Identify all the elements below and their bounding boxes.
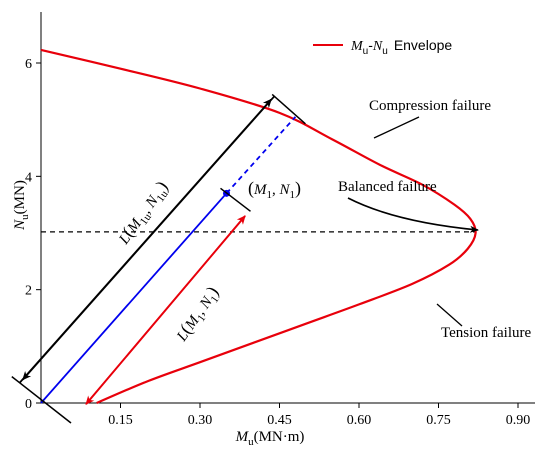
axes xyxy=(40,12,535,404)
x-tick-label: 0.15 xyxy=(108,413,133,428)
bottom-end-tick xyxy=(11,376,72,424)
balanced-arrow xyxy=(347,197,479,233)
y-tick-label: 4 xyxy=(25,170,32,185)
y-tick-label: 6 xyxy=(25,57,32,72)
point-label: (M1, N1) xyxy=(248,178,301,201)
tension-leader xyxy=(436,303,463,327)
compression-failure-label: Compression failure xyxy=(369,98,491,114)
x-tick-label: 0.30 xyxy=(188,413,213,428)
x-tick-label: 0.60 xyxy=(347,413,372,428)
x-tick-label: 0.90 xyxy=(506,413,531,428)
x-tick-label: 0.45 xyxy=(267,413,292,428)
point-end-tick xyxy=(220,187,251,212)
top-end-tick xyxy=(271,93,306,125)
radial-extension xyxy=(225,116,297,194)
balanced-failure-label: Balanced failure xyxy=(338,179,437,195)
y-tick-label: 2 xyxy=(25,284,32,299)
y-axis-title: Nu(MN) xyxy=(12,180,31,231)
x-ticks: 0.15 0.30 0.45 0.60 0.75 0.90 xyxy=(108,403,530,428)
legend-label: Mu-Nu Envelope xyxy=(350,37,452,57)
compression-leader xyxy=(373,116,420,139)
y-tick-label: 0 xyxy=(25,397,32,412)
red-arrow-up xyxy=(85,215,246,405)
red-arrow-label: L(M1, N1) xyxy=(170,283,225,347)
radial-line xyxy=(40,192,228,404)
tension-failure-label: Tension failure xyxy=(441,325,532,341)
legend: Mu-Nu Envelope xyxy=(313,37,452,57)
black-arrow-up xyxy=(19,98,272,384)
x-tick-label: 0.75 xyxy=(426,413,451,428)
x-axis-title: Mu(MN·m) xyxy=(235,429,305,448)
black-arrow-label: L(M1u, N1u) xyxy=(112,177,174,250)
y-ticks: 0 2 4 6 xyxy=(25,57,41,412)
